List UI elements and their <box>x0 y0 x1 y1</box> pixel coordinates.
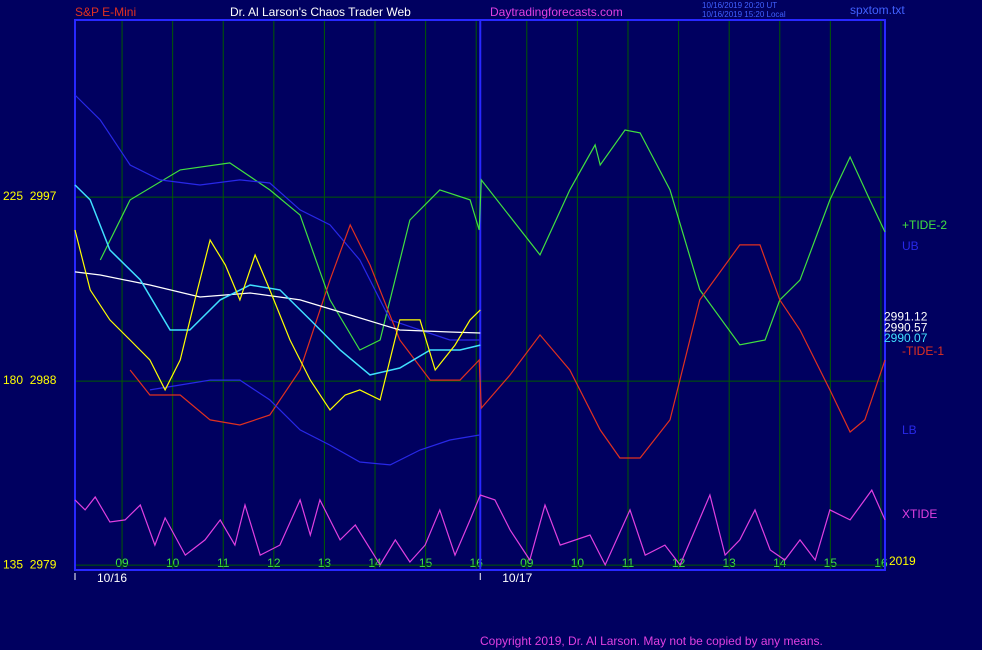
date-label: 10/17 <box>502 571 532 585</box>
series-line <box>99 129 886 351</box>
legend-label: -TIDE-1 <box>902 344 944 358</box>
legend-label: XTIDE <box>902 507 937 521</box>
y-tick-label: 135 2979 <box>3 557 57 571</box>
timestamp: 10/16/2019 20:20 UT <box>702 1 777 10</box>
site: Daytradingforecasts.com <box>490 5 623 19</box>
x-tick-label: 11 <box>622 556 635 570</box>
series-line <box>129 223 886 459</box>
x-tick-label: 12 <box>267 556 281 570</box>
x-tick-label: 10 <box>571 556 585 570</box>
series-line <box>74 94 481 341</box>
series-line <box>74 184 481 376</box>
x-tick-label: 14 <box>368 556 382 570</box>
x-tick-label: 14 <box>773 556 787 570</box>
y-tick-label: 225 2997 <box>3 189 57 203</box>
instrument: S&P E-Mini <box>75 5 136 19</box>
series-line <box>74 271 481 334</box>
x-tick-label: 13 <box>318 556 332 570</box>
series-line <box>74 229 481 411</box>
x-tick-label: 15 <box>824 556 838 570</box>
legend-label: UB <box>902 239 919 253</box>
timestamp: 10/16/2019 15:20 Local <box>702 10 786 19</box>
x-tick-label: 10 <box>166 556 180 570</box>
date-label: 10/16 <box>97 571 127 585</box>
x-tick-label: 09 <box>115 556 129 570</box>
series-line <box>149 379 481 466</box>
price-label: 2991.12 <box>884 309 928 323</box>
year: 2019 <box>889 554 916 568</box>
y-tick-label: 180 2988 <box>3 373 57 387</box>
file-name: spxtom.txt <box>850 3 905 17</box>
x-tick-label: 11 <box>217 556 230 570</box>
copyright: Copyright 2019, Dr. Al Larson. May not b… <box>480 634 823 648</box>
chart-title: Dr. Al Larson's Chaos Trader Web <box>230 5 411 19</box>
price-label: 2990.07 <box>884 331 928 345</box>
legend-label: LB <box>902 423 917 437</box>
price-label: 2990.57 <box>884 321 928 335</box>
legend-label: +TIDE-2 <box>902 218 947 232</box>
series-line <box>74 488 886 567</box>
x-tick-label: 15 <box>419 556 433 570</box>
x-tick-label: 09 <box>520 556 534 570</box>
x-tick-label: 13 <box>722 556 736 570</box>
